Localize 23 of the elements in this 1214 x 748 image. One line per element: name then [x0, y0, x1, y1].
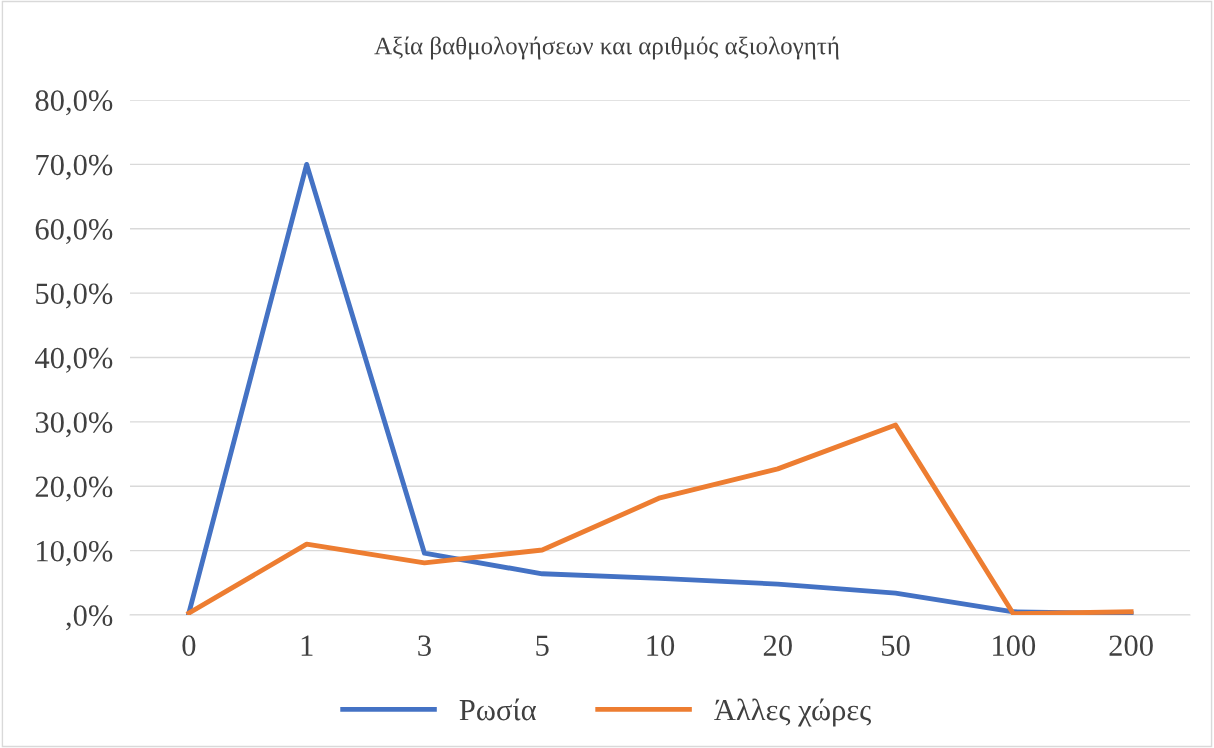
x-tick-label: 100 [993, 635, 1036, 656]
y-tick-label: 20,0% [35, 476, 113, 502]
line-series [186, 161, 1134, 615]
x-tick-label: 1 [301, 635, 313, 656]
y-tick-label: 80,0% [35, 90, 113, 116]
x-tick-label: 0 [182, 635, 196, 656]
x-tick-label: 200 [1109, 635, 1153, 656]
legend-label: Άλλες χώρες [714, 698, 871, 727]
x-tick-label: 50 [882, 635, 910, 656]
line-series [186, 422, 1134, 615]
y-tick-label: 70,0% [36, 154, 113, 180]
chart-title: Αξία βαθμολογήσεων και αριθμός αξιολογητή [374, 36, 839, 60]
y-tick-label: 40,0% [35, 347, 113, 373]
x-tick-label: 10 [647, 635, 675, 656]
y-tick-label: 60,0% [35, 219, 113, 245]
legend-label: Ρωσία [459, 698, 536, 721]
y-tick-label: ,0% [66, 605, 113, 631]
y-tick-label: 50,0% [36, 283, 113, 309]
x-tick-label: 20 [763, 635, 792, 656]
y-tick-label: 30,0% [35, 412, 113, 438]
x-tick-label: 5 [536, 635, 549, 656]
y-tick-label: 10,0% [37, 540, 113, 566]
x-tick-label: 3 [418, 635, 431, 656]
